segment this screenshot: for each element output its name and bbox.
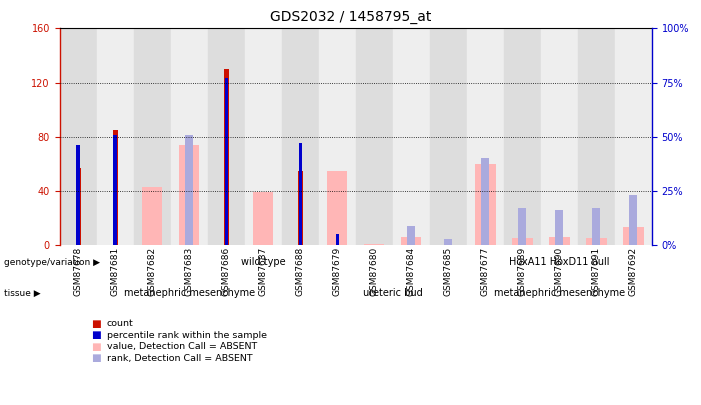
Bar: [541, 28, 578, 245]
Bar: [364, 244, 384, 245]
Bar: [592, 208, 601, 245]
Bar: [134, 28, 170, 245]
Bar: [114, 134, 117, 245]
Bar: [555, 210, 564, 245]
Text: ■: ■: [91, 342, 101, 352]
Text: genotype/variation ▶: genotype/variation ▶: [4, 258, 100, 267]
Bar: [224, 69, 229, 245]
Bar: [179, 145, 199, 245]
Text: ureteric bud: ureteric bud: [363, 288, 423, 298]
Text: value, Detection Call = ABSENT: value, Detection Call = ABSENT: [107, 342, 257, 351]
Bar: [97, 28, 134, 245]
Bar: [623, 228, 644, 245]
Bar: [518, 208, 526, 245]
Bar: [549, 237, 569, 245]
Bar: [504, 28, 541, 245]
Text: GDS2032 / 1458795_at: GDS2032 / 1458795_at: [270, 10, 431, 24]
Bar: [60, 28, 97, 245]
Text: metanephric mesenchyme: metanephric mesenchyme: [123, 288, 254, 298]
Bar: [245, 28, 282, 245]
Bar: [327, 171, 348, 245]
Bar: [253, 192, 273, 245]
Text: percentile rank within the sample: percentile rank within the sample: [107, 331, 266, 340]
Bar: [113, 130, 118, 245]
Text: rank, Detection Call = ABSENT: rank, Detection Call = ABSENT: [107, 354, 252, 362]
Bar: [615, 28, 652, 245]
Bar: [586, 238, 606, 245]
Bar: [512, 238, 533, 245]
Bar: [355, 28, 393, 245]
Bar: [467, 28, 504, 245]
Bar: [319, 28, 355, 245]
Bar: [282, 28, 319, 245]
Bar: [444, 239, 452, 245]
Bar: [430, 28, 467, 245]
Bar: [482, 158, 489, 245]
Bar: [407, 226, 416, 245]
Text: metanephric mesenchyme: metanephric mesenchyme: [494, 288, 625, 298]
Bar: [336, 234, 339, 245]
Bar: [393, 28, 430, 245]
Bar: [578, 28, 615, 245]
Text: HoxA11 HoxD11 null: HoxA11 HoxD11 null: [509, 257, 610, 267]
Bar: [401, 237, 421, 245]
Text: ■: ■: [91, 353, 101, 363]
Bar: [207, 28, 245, 245]
Bar: [76, 145, 80, 245]
Text: count: count: [107, 320, 133, 328]
Bar: [142, 187, 163, 245]
Bar: [185, 134, 193, 245]
Bar: [76, 168, 81, 245]
Bar: [170, 28, 207, 245]
Bar: [224, 78, 228, 245]
Bar: [475, 164, 496, 245]
Text: ■: ■: [91, 330, 101, 340]
Text: tissue ▶: tissue ▶: [4, 289, 40, 298]
Bar: [298, 171, 303, 245]
Bar: [299, 143, 302, 245]
Bar: [629, 195, 637, 245]
Text: ■: ■: [91, 319, 101, 329]
Text: wild type: wild type: [241, 257, 285, 267]
